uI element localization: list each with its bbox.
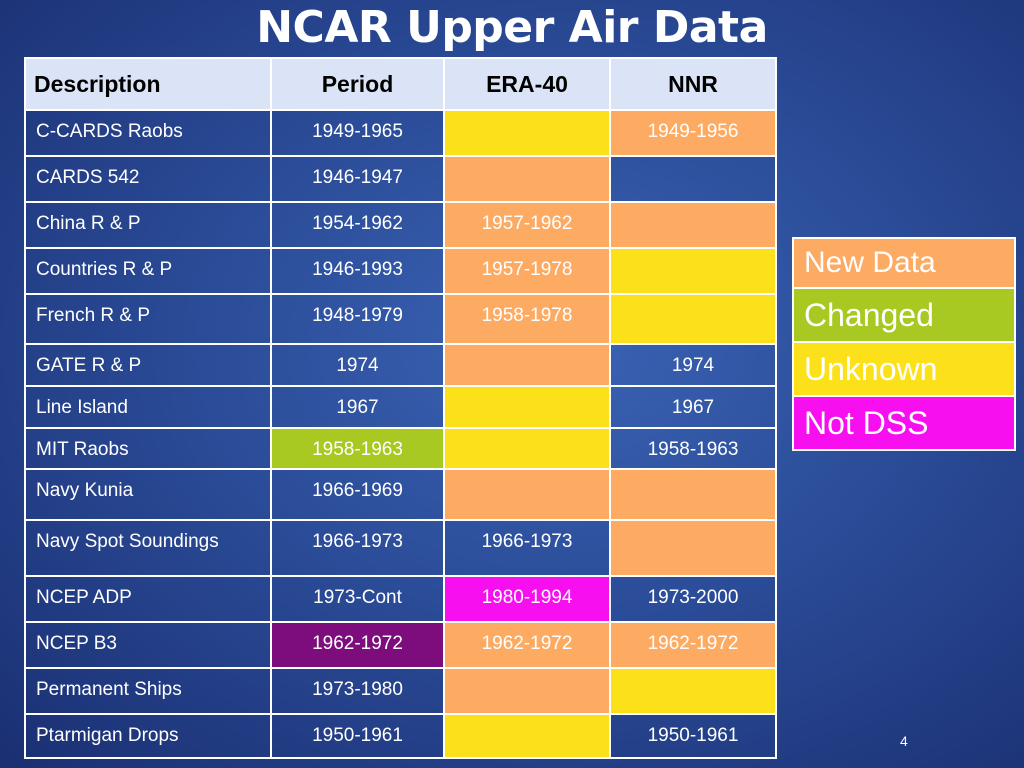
legend-new-data: New Data: [792, 237, 1016, 289]
cell-description: C-CARDS Raobs: [24, 109, 272, 157]
upper-air-data-table: Description Period ERA-40 NNR C-CARDS Ra…: [24, 57, 777, 759]
table-row: Navy Kunia 1966-1969: [24, 468, 777, 521]
cell-nnr: 1949-1956: [609, 109, 777, 157]
cell-era40: [443, 155, 611, 203]
cell-nnr: 1967: [609, 385, 777, 429]
cell-era40: [443, 385, 611, 429]
cell-nnr: [609, 468, 777, 521]
cell-description: Navy Spot Soundings: [24, 519, 272, 577]
cell-period: 1974: [270, 343, 445, 387]
cell-era40: [443, 427, 611, 470]
header-era40: ERA-40: [443, 57, 611, 111]
cell-era40: [443, 343, 611, 387]
cell-nnr: [609, 247, 777, 295]
cell-era40: 1980-1994: [443, 575, 611, 623]
table-row: China R & P 1954-1962 1957-1962: [24, 201, 777, 249]
cell-description: Countries R & P: [24, 247, 272, 295]
cell-nnr: [609, 293, 777, 345]
cell-description: Ptarmigan Drops: [24, 713, 272, 759]
cell-period: 1946-1993: [270, 247, 445, 295]
cell-era40: 1957-1978: [443, 247, 611, 295]
cell-period: 1954-1962: [270, 201, 445, 249]
table-body: C-CARDS Raobs 1949-1965 1949-1956 CARDS 542…: [24, 109, 777, 759]
table-row: Line Island 1967 1967: [24, 385, 777, 429]
cell-period: 1946-1947: [270, 155, 445, 203]
cell-period: 1949-1965: [270, 109, 445, 157]
cell-description: China R & P: [24, 201, 272, 249]
cell-era40: [443, 667, 611, 715]
cell-period: 1958-1963: [270, 427, 445, 470]
cell-era40: [443, 468, 611, 521]
cell-description: NCEP B3: [24, 621, 272, 669]
cell-description: NCEP ADP: [24, 575, 272, 623]
cell-description: French R & P: [24, 293, 272, 345]
table-row: GATE R & P 1974 1974: [24, 343, 777, 387]
cell-description: Line Island: [24, 385, 272, 429]
cell-description: GATE R & P: [24, 343, 272, 387]
cell-era40: [443, 109, 611, 157]
cell-description: CARDS 542: [24, 155, 272, 203]
cell-nnr: [609, 519, 777, 577]
table-row: CARDS 542 1946-1947: [24, 155, 777, 203]
cell-description: Navy Kunia: [24, 468, 272, 521]
cell-period: 1966-1973: [270, 519, 445, 577]
header-nnr: NNR: [609, 57, 777, 111]
cell-period: 1966-1969: [270, 468, 445, 521]
page-number: 4: [900, 733, 908, 749]
table-row: NCEP B3 1962-1972 1962-1972 1962-1972: [24, 621, 777, 669]
legend-changed: Changed: [792, 287, 1016, 343]
table-row: Ptarmigan Drops 1950-1961 1950-1961: [24, 713, 777, 759]
cell-era40: 1957-1962: [443, 201, 611, 249]
cell-period: 1973-1980: [270, 667, 445, 715]
page-title: NCAR Upper Air Data: [256, 2, 768, 53]
cell-description: MIT Raobs: [24, 427, 272, 470]
cell-description: Permanent Ships: [24, 667, 272, 715]
cell-era40: 1962-1972: [443, 621, 611, 669]
table-row: NCEP ADP 1973-Cont 1980-1994 1973-2000: [24, 575, 777, 623]
cell-nnr: 1973-2000: [609, 575, 777, 623]
table-row: French R & P 1948-1979 1958-1978: [24, 293, 777, 345]
table-row: C-CARDS Raobs 1949-1965 1949-1956: [24, 109, 777, 157]
table-row: MIT Raobs 1958-1963 1958-1963: [24, 427, 777, 470]
table-header-row: Description Period ERA-40 NNR: [24, 57, 777, 111]
table-row: Navy Spot Soundings 1966-1973 1966-1973: [24, 519, 777, 577]
cell-nnr: 1950-1961: [609, 713, 777, 759]
cell-period: 1973-Cont: [270, 575, 445, 623]
cell-nnr: [609, 201, 777, 249]
table-row: Permanent Ships 1973-1980: [24, 667, 777, 715]
legend-unknown: Unknown: [792, 341, 1016, 397]
cell-period: 1950-1961: [270, 713, 445, 759]
cell-era40: [443, 713, 611, 759]
cell-period: 1967: [270, 385, 445, 429]
cell-era40: 1958-1978: [443, 293, 611, 345]
cell-nnr: 1974: [609, 343, 777, 387]
cell-period: 1948-1979: [270, 293, 445, 345]
legend-not-dss: Not DSS: [792, 395, 1016, 451]
cell-nnr: 1958-1963: [609, 427, 777, 470]
table-row: Countries R & P 1946-1993 1957-1978: [24, 247, 777, 295]
cell-nnr: [609, 667, 777, 715]
cell-period: 1962-1972: [270, 621, 445, 669]
header-period: Period: [270, 57, 445, 111]
color-legend: New Data Changed Unknown Not DSS: [792, 237, 1016, 451]
header-description: Description: [24, 57, 272, 111]
cell-nnr: [609, 155, 777, 203]
cell-era40: 1966-1973: [443, 519, 611, 577]
cell-nnr: 1962-1972: [609, 621, 777, 669]
